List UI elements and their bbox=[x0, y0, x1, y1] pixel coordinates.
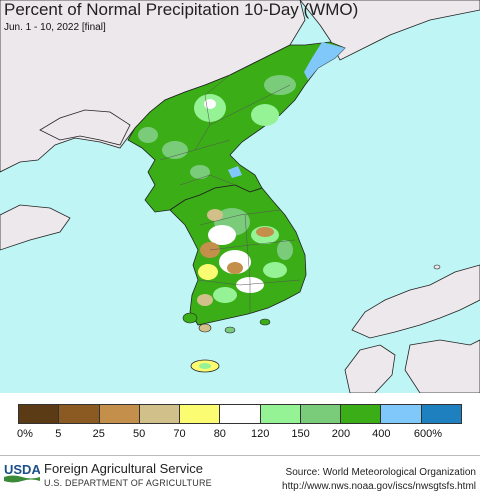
legend-swatch bbox=[220, 405, 261, 423]
japan-shikoku bbox=[404, 339, 480, 393]
russia-land bbox=[299, 0, 480, 61]
sk-island bbox=[198, 323, 212, 333]
legend-swatch bbox=[99, 405, 140, 423]
legend-swatch bbox=[19, 405, 60, 423]
legend-label: 25 bbox=[92, 428, 105, 440]
legend-label: 400 bbox=[372, 428, 391, 440]
sk-patch bbox=[277, 240, 293, 260]
legend-label: 50 bbox=[132, 428, 146, 440]
color-legend bbox=[18, 404, 462, 424]
department-name: U.S. DEPARTMENT OF AGRICULTURE bbox=[44, 478, 212, 488]
sk-island bbox=[182, 312, 198, 324]
legend-labels: 0% 5 25 50 70 80 120 150 200 400 600% bbox=[0, 428, 480, 442]
sk-patch bbox=[227, 262, 243, 274]
legend-label: 5 bbox=[55, 428, 62, 440]
legend-swatch bbox=[421, 405, 461, 423]
legend-label: 70 bbox=[173, 428, 186, 440]
agency-name: Foreign Agricultural Service bbox=[44, 461, 203, 476]
legend-swatch bbox=[260, 405, 301, 423]
map-subtitle: Jun. 1 - 10, 2022 [final] bbox=[4, 22, 106, 33]
legend-label: 200 bbox=[331, 428, 351, 440]
legend-swatch bbox=[381, 405, 422, 423]
legend-swatch bbox=[59, 405, 100, 423]
sk-patch bbox=[263, 262, 287, 278]
ulleung-island bbox=[433, 264, 441, 270]
nk-patch bbox=[251, 104, 279, 126]
sk-patch bbox=[213, 287, 237, 303]
nk-blue-area bbox=[304, 42, 345, 80]
source-credit: Source: World Meteorological Organizatio… bbox=[285, 467, 476, 478]
japan-land bbox=[351, 264, 480, 339]
map-title: Percent of Normal Precipitation 10-Day (… bbox=[4, 0, 359, 19]
sk-patch bbox=[207, 209, 223, 221]
sk-patch bbox=[197, 294, 213, 306]
precipitation-map bbox=[0, 0, 480, 393]
legend-swatch bbox=[300, 405, 342, 423]
nk-patch bbox=[162, 141, 188, 159]
sk-patch bbox=[208, 225, 236, 245]
nk-patch bbox=[190, 165, 210, 179]
legend-swatch bbox=[341, 405, 382, 423]
source-url[interactable]: http://www.nws.noaa.gov/iscs/nwsgtsfs.ht… bbox=[282, 481, 476, 492]
legend-label: 80 bbox=[213, 428, 226, 440]
legend-label: 0% bbox=[17, 428, 33, 440]
footer-divider bbox=[0, 455, 480, 456]
legend-label: 150 bbox=[291, 428, 310, 440]
province-borders bbox=[159, 74, 301, 314]
sk-patch bbox=[198, 264, 218, 280]
nk-patch bbox=[138, 127, 158, 143]
sk-island bbox=[259, 318, 271, 326]
sk-patch bbox=[256, 227, 274, 237]
sk-island bbox=[224, 326, 236, 334]
japan-kyushu bbox=[344, 344, 396, 393]
usda-logo-text: USDA bbox=[4, 462, 40, 477]
legend-swatch bbox=[139, 405, 181, 423]
shandong-land bbox=[0, 204, 71, 251]
jeju-island-inner bbox=[199, 363, 211, 369]
nk-bay-blue bbox=[228, 166, 242, 178]
legend-label: 600% bbox=[413, 428, 443, 440]
nk-patch bbox=[264, 75, 296, 95]
liaodong-land bbox=[39, 109, 131, 146]
usda-logo: USDA bbox=[4, 462, 40, 483]
legend-label: 120 bbox=[250, 428, 270, 440]
legend-swatch bbox=[180, 405, 221, 423]
sk-patch bbox=[254, 253, 266, 263]
